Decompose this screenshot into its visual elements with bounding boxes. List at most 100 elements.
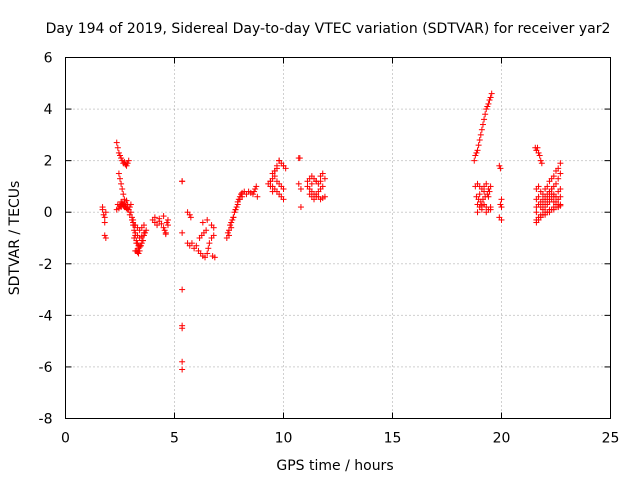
data-point: [161, 227, 168, 234]
data-point: [101, 219, 108, 226]
x-tick-label: 5: [170, 431, 179, 447]
data-point: [497, 165, 504, 172]
data-point: [536, 152, 543, 159]
data-point: [548, 191, 555, 198]
data-point: [204, 216, 211, 223]
data-point: [122, 202, 129, 209]
data-point: [162, 231, 169, 238]
data-point: [557, 170, 564, 177]
data-point: [228, 224, 235, 231]
data-point: [138, 233, 145, 240]
data-point: [130, 216, 137, 223]
data-point: [534, 144, 541, 151]
data-point: [101, 214, 108, 221]
chart-title: Day 194 of 2019, Sidereal Day-to-day VTE…: [46, 21, 611, 37]
data-point: [179, 286, 186, 293]
x-axis-label: GPS time / hours: [276, 458, 393, 474]
data-point: [483, 180, 490, 187]
data-point: [276, 157, 283, 164]
data-point: [484, 103, 491, 110]
data-point: [154, 222, 161, 229]
data-point: [317, 178, 324, 185]
data-point: [273, 165, 280, 172]
data-point: [101, 232, 108, 239]
data-point: [123, 162, 130, 169]
data-point: [308, 180, 315, 187]
data-point: [481, 188, 488, 195]
data-point: [535, 216, 542, 223]
data-point: [252, 186, 259, 193]
data-point: [473, 149, 480, 156]
data-point: [179, 325, 186, 332]
data-point: [269, 188, 276, 195]
data-point: [311, 196, 318, 203]
data-point: [498, 196, 505, 203]
data-point: [179, 229, 186, 236]
data-point: [231, 209, 238, 216]
data-point: [123, 197, 130, 204]
data-point: [321, 175, 328, 182]
data-point: [557, 186, 564, 193]
data-point: [115, 170, 122, 177]
data-point: [114, 144, 121, 151]
data-point: [497, 201, 504, 208]
data-point: [476, 191, 483, 198]
data-point: [137, 242, 144, 249]
data-point: [140, 222, 147, 229]
data-point: [496, 162, 503, 169]
y-tick-label: 0: [44, 205, 53, 221]
data-point: [102, 235, 109, 241]
data-point: [131, 227, 138, 234]
data-point: [156, 215, 163, 222]
data-point: [226, 232, 232, 239]
y-tick-label: 2: [44, 154, 53, 170]
data-point: [99, 206, 106, 213]
data-point: [280, 186, 287, 193]
data-point: [487, 183, 494, 190]
y-axis-label: SDTVAR / TECUs: [7, 181, 23, 296]
data-point: [550, 173, 557, 180]
data-point: [124, 206, 131, 213]
data-point: [253, 183, 260, 190]
data-point: [164, 222, 171, 229]
data-point: [472, 152, 479, 159]
data-point: [228, 219, 235, 226]
data-point: [139, 237, 146, 244]
data-point: [476, 137, 483, 144]
data-point: [249, 191, 256, 198]
data-point: [113, 139, 120, 146]
data-point: [179, 358, 186, 365]
x-tick-label: 15: [384, 431, 402, 447]
data-point: [479, 121, 486, 128]
data-point: [295, 180, 302, 187]
data-point: [102, 209, 109, 216]
data-point: [227, 222, 234, 229]
data-point: [254, 193, 261, 200]
data-point: [544, 183, 551, 190]
data-point: [498, 204, 505, 211]
data-point: [297, 186, 304, 193]
data-point: [202, 254, 209, 261]
data-point: [203, 227, 210, 234]
data-point: [136, 247, 143, 254]
data-point: [542, 211, 549, 218]
data-point: [206, 240, 213, 247]
plot-frame: [65, 57, 611, 419]
data-point: [474, 147, 481, 154]
data-point: [186, 211, 193, 218]
data-point: [133, 240, 140, 247]
data-point: [251, 188, 258, 195]
data-point: [319, 170, 326, 177]
data-point: [179, 366, 186, 373]
data-point: [229, 216, 236, 223]
data-point: [555, 175, 562, 182]
data-point: [224, 229, 231, 236]
tick-labels: 0 5 10 15 20 25 -8 -6 -4 -2 0 2 4 6: [39, 51, 620, 447]
data-point: [296, 155, 303, 162]
data-point: [199, 219, 206, 226]
x-tick-label: 0: [61, 431, 70, 447]
data-point: [239, 193, 246, 200]
data-point: [237, 191, 244, 198]
data-point: [487, 94, 494, 101]
